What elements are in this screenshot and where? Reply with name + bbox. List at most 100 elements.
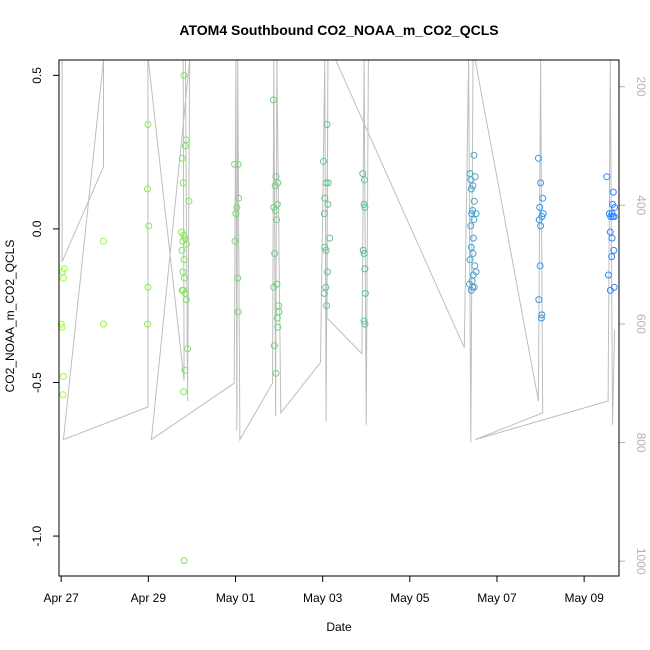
data-point	[231, 237, 239, 245]
right-tick-label: 1000	[634, 548, 648, 575]
data-point	[359, 170, 367, 178]
data-point	[360, 200, 368, 208]
data-point	[144, 121, 152, 128]
x-tick-label: May 07	[477, 591, 517, 605]
axes-layer: 0.5 0.0 -0.5 -1.0 Apr 27 Apr 29 May 01 May 03 Ma…	[30, 67, 648, 605]
data-point	[59, 274, 67, 282]
data-point	[179, 179, 187, 187]
data-point	[180, 388, 188, 396]
data-point	[470, 197, 478, 205]
data-point	[608, 234, 616, 242]
data-point	[180, 71, 188, 79]
pressure-profile-line	[61, 59, 616, 443]
data-point	[537, 179, 545, 187]
data-point	[538, 311, 546, 319]
data-point	[178, 246, 186, 254]
data-point	[231, 160, 239, 168]
pressure-profile-layer	[61, 59, 616, 443]
data-point	[185, 197, 193, 205]
data-point	[472, 210, 480, 218]
data-point	[184, 345, 192, 353]
data-point	[233, 203, 241, 211]
x-tick-label: May 03	[303, 591, 343, 605]
data-point	[607, 213, 615, 221]
data-point	[324, 268, 331, 276]
data-point	[100, 237, 107, 245]
data-point	[60, 265, 68, 273]
data-point	[361, 176, 368, 184]
data-point	[605, 271, 612, 279]
x-tick-label: May 05	[390, 591, 430, 605]
data-point	[609, 213, 617, 221]
y-tick-label: -0.5	[30, 372, 44, 393]
data-point	[235, 194, 242, 202]
data-point	[271, 250, 279, 257]
data-point	[182, 296, 190, 304]
data-point	[467, 185, 475, 193]
data-point	[178, 154, 186, 162]
data-point	[270, 283, 278, 291]
data-point	[471, 262, 479, 270]
data-point	[467, 286, 475, 294]
data-point	[273, 216, 280, 224]
x-tick-label: Apr 27	[43, 591, 79, 605]
y-tick-label: 0.0	[30, 220, 44, 237]
data-point	[320, 157, 327, 165]
data-point	[234, 160, 242, 168]
data-point	[603, 173, 611, 181]
data-point	[470, 151, 478, 159]
data-point	[606, 286, 614, 294]
data-point	[323, 121, 331, 128]
data-point	[270, 342, 278, 350]
data-point	[269, 96, 277, 104]
data-point	[468, 210, 476, 218]
data-point	[534, 154, 542, 162]
right-tick-label: 600	[634, 314, 648, 334]
data-point	[608, 253, 616, 261]
data-point	[606, 228, 614, 236]
data-point	[322, 246, 330, 254]
x-axis-label: Date	[326, 620, 352, 634]
scatter-points-layer	[57, 71, 619, 565]
data-point	[361, 265, 369, 273]
data-point	[466, 256, 474, 264]
data-point	[470, 216, 478, 224]
data-point	[361, 203, 369, 211]
data-point	[275, 308, 283, 316]
data-point	[272, 207, 280, 214]
data-point	[467, 222, 475, 230]
data-point	[361, 320, 369, 328]
data-point	[537, 222, 545, 230]
data-point	[182, 240, 190, 248]
data-point	[100, 320, 107, 328]
data-point	[273, 314, 281, 322]
data-point	[144, 283, 152, 291]
data-point	[271, 182, 279, 190]
data-point	[180, 557, 188, 565]
data-point	[326, 234, 334, 242]
data-point	[144, 185, 151, 193]
data-point	[610, 246, 618, 254]
data-point	[272, 369, 280, 377]
data-point	[469, 250, 477, 257]
data-point	[179, 268, 187, 276]
data-point	[181, 274, 188, 282]
data-point	[57, 320, 65, 328]
data-point	[322, 179, 330, 187]
data-point	[234, 308, 242, 316]
data-point	[359, 246, 367, 254]
data-point	[361, 289, 369, 297]
data-point	[323, 302, 331, 310]
data-point	[59, 372, 67, 380]
data-point	[320, 210, 328, 218]
data-point	[274, 323, 282, 331]
data-point	[272, 173, 280, 181]
data-point	[145, 222, 153, 230]
x-tick-label: May 01	[216, 591, 256, 605]
y-tick-label: -1.0	[30, 525, 44, 546]
data-point	[180, 256, 188, 264]
data-point	[181, 366, 189, 374]
right-tick-label: 800	[634, 433, 648, 453]
data-point	[609, 188, 617, 196]
